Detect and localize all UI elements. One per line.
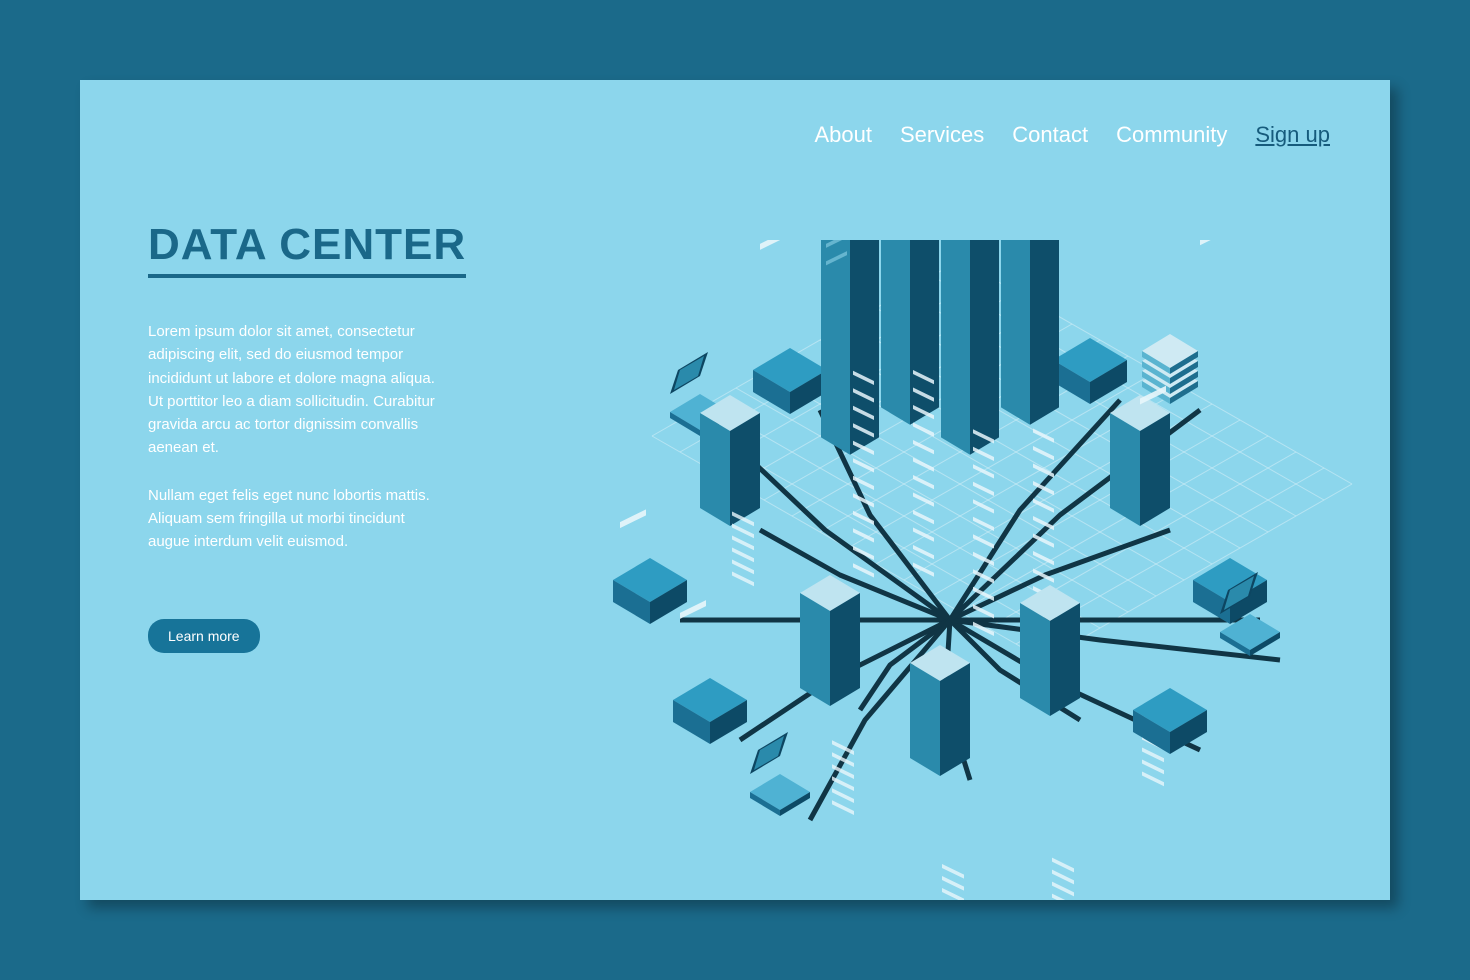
nav-contact[interactable]: Contact — [1012, 122, 1088, 148]
hero-paragraph-1: Lorem ipsum dolor sit amet, consectetur … — [148, 320, 448, 460]
hero-paragraph-2: Nullam eget felis eget nunc lobortis mat… — [148, 484, 448, 554]
datacenter-illustration — [530, 240, 1390, 900]
page-title: DATA CENTER — [148, 220, 466, 278]
top-nav: About Services Contact Community Sign up — [814, 122, 1330, 148]
learn-more-button[interactable]: Learn more — [148, 619, 260, 653]
nav-community[interactable]: Community — [1116, 122, 1227, 148]
nav-services[interactable]: Services — [900, 122, 984, 148]
nav-about[interactable]: About — [814, 122, 872, 148]
landing-page: About Services Contact Community Sign up… — [80, 80, 1390, 900]
hero-copy: DATA CENTER Lorem ipsum dolor sit amet, … — [148, 220, 508, 653]
nav-signup[interactable]: Sign up — [1255, 122, 1330, 148]
